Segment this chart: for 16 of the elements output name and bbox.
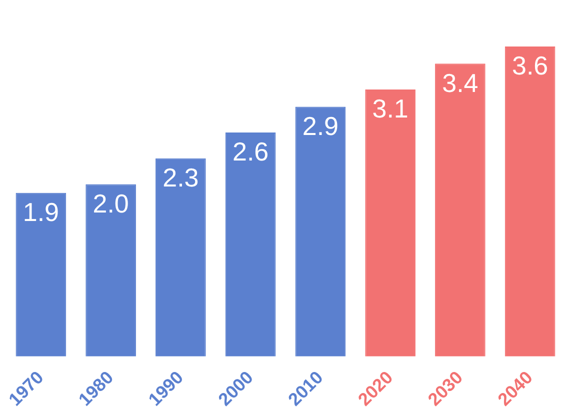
bar (365, 89, 416, 356)
data-label: 2.0 (92, 188, 129, 218)
data-label: 3.4 (442, 68, 478, 98)
bar (156, 158, 206, 356)
bar (16, 192, 66, 356)
bar (225, 132, 276, 356)
bar (435, 64, 486, 356)
bar (295, 106, 346, 356)
bar (504, 46, 556, 356)
data-label: 3.1 (372, 94, 408, 124)
data-label: 2.6 (232, 136, 269, 167)
data-label: 2.3 (162, 162, 199, 193)
data-label: 2.9 (302, 110, 339, 141)
bar (86, 184, 136, 356)
data-label: 3.6 (512, 50, 548, 81)
data-label: 1.9 (22, 196, 60, 227)
